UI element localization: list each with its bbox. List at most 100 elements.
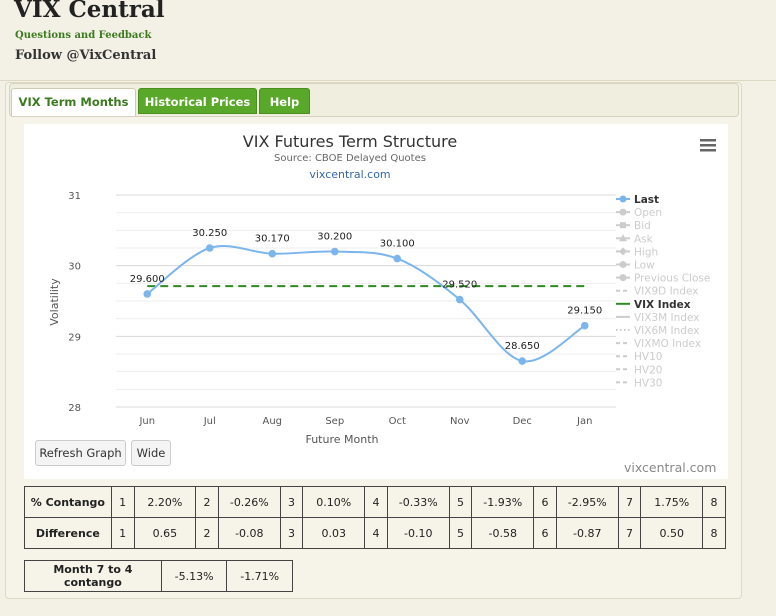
legend-item[interactable]: VIX Index	[616, 299, 691, 311]
month-number-cell: 8	[702, 486, 726, 518]
svg-text:VIXMO Index: VIXMO Index	[634, 338, 701, 350]
chart-title: VIX Futures Term Structure	[243, 132, 457, 151]
legend-item[interactable]: HV30	[616, 377, 662, 389]
x-tick-label: Dec	[513, 416, 532, 427]
legend-item[interactable]: VIX6M Index	[616, 325, 699, 337]
last-point[interactable]	[268, 249, 277, 258]
x-tick-label: Nov	[450, 416, 470, 427]
value-cell: 0.03	[302, 517, 366, 549]
svg-text:VIX6M Index: VIX6M Index	[634, 325, 699, 337]
legend-item[interactable]: HV20	[616, 364, 662, 376]
data-label: 29.150	[567, 306, 602, 317]
last-series-line	[146, 244, 586, 363]
legend-item[interactable]: Last	[616, 194, 659, 206]
y-axis-label: Volatility	[48, 278, 61, 326]
site-title[interactable]: VIX Central	[14, 0, 165, 23]
data-label: 29.520	[442, 280, 477, 291]
hamburger-menu-icon[interactable]	[700, 139, 716, 152]
legend-item[interactable]: HV10	[616, 351, 662, 363]
month-number-cell: 7	[617, 486, 642, 518]
contango-row-label: Difference	[24, 517, 112, 549]
value-cell: 0.50	[640, 517, 704, 549]
svg-text:Ask: Ask	[634, 233, 654, 245]
contango-row: Difference 1 0.65 2 -0.08 3 0.03 4 -0.10 5 -0.58 6-…	[24, 517, 726, 549]
chart-subtitle-link[interactable]: vixcentral.com	[309, 168, 390, 181]
x-tick-label: Jun	[138, 416, 155, 427]
svg-text:Previous Close: Previous Close	[634, 273, 710, 285]
chart-credit[interactable]: vixcentral.com	[624, 460, 717, 475]
legend-item[interactable]: Open	[616, 207, 662, 219]
svg-text:VIX9D Index: VIX9D Index	[634, 286, 698, 298]
legend-item[interactable]: Bid	[616, 220, 651, 232]
data-label: 29.600	[130, 274, 165, 285]
last-point[interactable]	[455, 295, 464, 304]
tab-help[interactable]: Help	[259, 88, 310, 114]
chart-series: 29.600 30.250 30.170 30.200 30.100 29.520 28.6…	[130, 228, 602, 365]
svg-text:Last: Last	[634, 194, 659, 206]
data-label: 30.200	[317, 232, 352, 243]
month-number-cell: 3	[279, 517, 304, 549]
legend-item[interactable]: Previous Close	[616, 273, 710, 285]
value-cell: -0.58	[471, 517, 535, 549]
value-cell: -0.10	[386, 517, 450, 549]
last-point[interactable]	[580, 321, 589, 330]
value-cell: -0.87	[555, 517, 619, 549]
site-header: VIX Central Questions and Feedback Follo…	[0, 0, 776, 81]
chart-axes: 28 29 30 31 Jun Jul Aug Sep Oct Nov Dec Jan	[68, 191, 592, 427]
legend-item[interactable]: VIXMO Index	[616, 338, 701, 350]
month-number-cell: 8	[702, 517, 726, 549]
x-tick-label: Sep	[325, 416, 344, 427]
contango-row-label: % Contango	[24, 486, 112, 518]
contango-row: % Contango 1 2.20% 2 -0.26% 3 0.10% 4 -0.33% 5 -1.…	[24, 486, 726, 518]
wide-button[interactable]: Wide	[131, 440, 171, 466]
tab-historical-prices[interactable]: Historical Prices	[138, 88, 257, 114]
svg-text:HV30: HV30	[634, 377, 662, 389]
month-contango-table: Month 7 to 4 contango -5.13% -1.71%	[24, 560, 293, 592]
legend-item[interactable]: VIX3M Index	[616, 312, 699, 324]
last-point[interactable]	[143, 290, 152, 298]
x-tick-label: Jul	[203, 416, 216, 427]
data-label: 30.250	[192, 228, 227, 239]
chart-subtitle: Source: CBOE Delayed Quotes	[274, 153, 426, 164]
svg-text:HV20: HV20	[634, 364, 662, 376]
value-cell: -0.26%	[217, 486, 281, 518]
follow-twitter-link[interactable]: Follow @VixCentral	[15, 48, 157, 63]
refresh-graph-button[interactable]: Refresh Graph	[35, 440, 126, 466]
y-tick-label: 30	[68, 262, 81, 273]
svg-text:Bid: Bid	[634, 220, 651, 232]
questions-feedback-link[interactable]: Questions and Feedback	[15, 30, 152, 41]
chart-container: VIX Futures Term Structure Source: CBOE …	[24, 124, 728, 479]
svg-text:High: High	[634, 246, 658, 258]
month-number-cell: 1	[110, 517, 135, 549]
data-label: 30.170	[255, 234, 290, 245]
x-tick-label: Oct	[389, 416, 406, 427]
last-point[interactable]	[518, 357, 527, 365]
legend-item[interactable]: Low	[616, 260, 655, 272]
month-number-cell: 2	[195, 486, 219, 518]
svg-text:VIX Index: VIX Index	[634, 299, 691, 311]
value-cell: 0.10%	[302, 486, 366, 518]
month-contango-pct: -5.13%	[160, 560, 228, 592]
y-tick-label: 31	[68, 191, 81, 202]
legend-item[interactable]: High	[616, 246, 658, 258]
month-number-cell: 3	[279, 486, 304, 518]
svg-text:HV10: HV10	[634, 351, 662, 363]
value-cell: -1.93%	[471, 486, 535, 518]
svg-text:Open: Open	[634, 207, 662, 219]
month-contango-label: Month 7 to 4 contango	[24, 560, 162, 592]
tab-vix-term-months[interactable]: VIX Term Months	[11, 88, 136, 116]
last-point[interactable]	[393, 254, 402, 263]
term-structure-chart: VIX Futures Term Structure Source: CBOE …	[48, 132, 716, 446]
month-number-cell: 4	[364, 486, 388, 518]
legend-item[interactable]: Ask	[616, 233, 654, 245]
value-cell: 1.75%	[640, 486, 704, 518]
last-point[interactable]	[205, 244, 214, 252]
svg-text:VIX3M Index: VIX3M Index	[634, 312, 699, 324]
data-label: 28.650	[505, 341, 540, 352]
last-point[interactable]	[330, 247, 339, 256]
month-contango-diff: -1.71%	[226, 560, 293, 592]
y-tick-label: 28	[68, 403, 81, 414]
legend-item[interactable]: VIX9D Index	[616, 286, 698, 298]
value-cell: -0.33%	[386, 486, 450, 518]
